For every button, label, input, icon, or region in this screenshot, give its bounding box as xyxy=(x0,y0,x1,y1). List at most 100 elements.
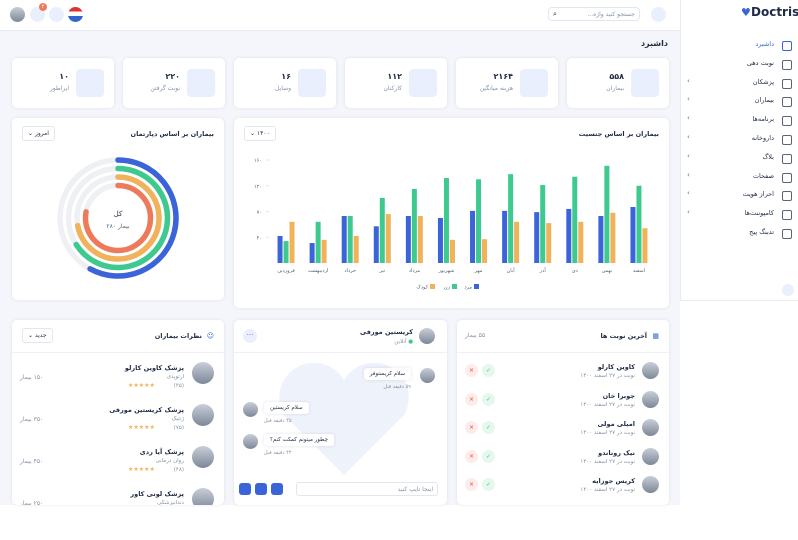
message-avatar xyxy=(243,402,258,417)
menu-item[interactable]: صفحات xyxy=(752,171,774,180)
message-input[interactable]: اینجا تایپ کنید xyxy=(296,482,438,496)
doctor-avatar xyxy=(192,362,214,384)
stat-value: ۵۵۸ xyxy=(609,72,624,81)
accept-button[interactable]: ✓ xyxy=(482,392,495,406)
stat-card: ۵۵۸ بیماران xyxy=(567,58,669,108)
menu-item[interactable]: پزشکان xyxy=(752,77,774,86)
menu-item[interactable]: داشبرد xyxy=(755,40,774,48)
doctor-name: پزشک لونی کاور xyxy=(130,490,184,498)
menu-item[interactable]: بلاگ xyxy=(762,152,774,161)
bar xyxy=(373,226,379,263)
menu-icon xyxy=(782,78,792,89)
patient-avatar xyxy=(642,476,659,493)
doctor-name: پزشک کریستین مورفی xyxy=(109,406,184,414)
bar xyxy=(604,165,610,263)
bar xyxy=(437,217,443,263)
bar xyxy=(405,216,411,263)
chevron: ‹ xyxy=(687,95,690,104)
bar xyxy=(321,239,327,263)
language-button[interactable] xyxy=(68,7,83,22)
x-tick-label: اسفند xyxy=(633,268,645,274)
doctor-avatar xyxy=(192,446,214,468)
sidebar-toggle[interactable] xyxy=(782,284,794,296)
reject-button[interactable]: × xyxy=(465,421,478,434)
day-dropdown[interactable]: امروز ⌄ xyxy=(22,126,55,141)
stat-value: ۱۱۲ xyxy=(387,72,402,81)
message-avatar xyxy=(243,434,258,449)
patient-name: جوبرا خان xyxy=(602,391,635,400)
options-button[interactable]: ··· xyxy=(243,329,257,343)
bar xyxy=(642,228,648,263)
menu-icon xyxy=(782,191,792,202)
stat-icon xyxy=(298,69,326,97)
x-tick-label: خرداد xyxy=(344,268,356,274)
menu-item[interactable]: داروخانه xyxy=(751,134,774,142)
menu-item[interactable]: بیماران xyxy=(754,96,774,105)
dropdown-label: جدید xyxy=(34,332,47,339)
bar xyxy=(572,176,578,263)
x-tick-label: تیر xyxy=(378,268,385,274)
badge: ۴ xyxy=(39,3,47,11)
gender-chart-card: بیماران بر اساس جنسیت ۱۴۰۰ ⌄ ۴۰ ۸۰ ۱۲۰ ۱۶۰ ف… xyxy=(234,118,669,308)
legend-swatch xyxy=(474,284,479,289)
users-icon: ☺ xyxy=(206,332,214,340)
bar xyxy=(502,210,508,263)
emoji-button[interactable] xyxy=(255,483,267,495)
bar xyxy=(277,235,283,263)
accept-button[interactable]: ✓ xyxy=(482,421,495,434)
bar xyxy=(630,206,636,263)
reject-button[interactable]: × xyxy=(465,449,478,463)
stat-icon xyxy=(520,69,548,97)
x-tick-label: آذر xyxy=(539,267,547,274)
sort-dropdown[interactable]: جدید ⌄ xyxy=(22,328,53,343)
bar xyxy=(315,221,321,263)
menu-item[interactable]: نوبت دهی xyxy=(746,58,774,67)
x-tick-label: بهمن xyxy=(602,268,612,274)
stat-label: کارکنان xyxy=(383,85,402,92)
divider xyxy=(457,352,669,353)
logo: Doctris xyxy=(751,5,798,19)
bar xyxy=(353,235,359,263)
reject-button[interactable]: × xyxy=(465,478,478,491)
menu-item[interactable]: تدبنگ پیج xyxy=(749,228,774,236)
appointments-title: آخرین نوبت ها xyxy=(600,332,647,340)
search-box[interactable]: جستجو کنید واژه... xyxy=(548,7,640,21)
menu-item[interactable]: کامپوننت‌ها xyxy=(744,209,774,218)
radial-bar xyxy=(74,174,162,262)
settings-button[interactable] xyxy=(49,7,64,22)
appointment-date: نوبت در ۲۷ اسفند ۱۴۰۰ xyxy=(580,373,635,379)
menu-item[interactable]: احراز هویت xyxy=(742,190,774,199)
stat-icon xyxy=(631,69,659,97)
year-dropdown[interactable]: ۱۴۰۰ ⌄ xyxy=(244,126,276,141)
reject-button[interactable]: × xyxy=(465,392,478,406)
reject-button[interactable]: × xyxy=(465,364,478,377)
legend-swatch xyxy=(430,284,435,289)
divider xyxy=(12,352,224,353)
doctor-name: پزشک آیا ردی xyxy=(139,448,184,456)
legend-label: مرد xyxy=(464,285,472,291)
y-tick-label: ۱۲۰ xyxy=(254,184,262,190)
accept-button[interactable]: ✓ xyxy=(482,478,495,491)
menu-icon xyxy=(782,153,792,164)
menu-icon xyxy=(782,135,792,145)
department-chart-card: بیماران بر اساس دپارتمان امروز ⌄ کل ۲۸۰ ب… xyxy=(12,118,224,300)
appointment-date: نوبت در ۲۷ اسفند ۱۴۰۰ xyxy=(580,430,635,436)
user-avatar[interactable] xyxy=(10,7,25,22)
menu-button[interactable] xyxy=(651,7,666,22)
legend-swatch xyxy=(452,284,457,289)
accept-button[interactable]: ✓ xyxy=(482,449,495,463)
stat-value: ۲۲۰ xyxy=(165,72,180,81)
stat-card: ۲۱۶۴ هزینه میانگین xyxy=(456,58,558,108)
reviews-title: نظرات بیماران xyxy=(154,332,202,340)
menu-item[interactable]: برنامه‌ها xyxy=(752,115,774,124)
bar xyxy=(476,179,482,263)
attach-button[interactable] xyxy=(239,483,251,495)
patient-name: نیک روناندو xyxy=(598,448,635,457)
send-button[interactable] xyxy=(271,483,283,495)
bar xyxy=(534,212,540,263)
accept-button[interactable]: ✓ xyxy=(482,364,495,377)
patient-count: ۲۵۰ بیمار xyxy=(20,500,44,505)
menu-icon xyxy=(782,229,792,239)
stat-icon xyxy=(187,69,215,97)
doctor-specialty: ارتوپدی xyxy=(166,374,184,380)
